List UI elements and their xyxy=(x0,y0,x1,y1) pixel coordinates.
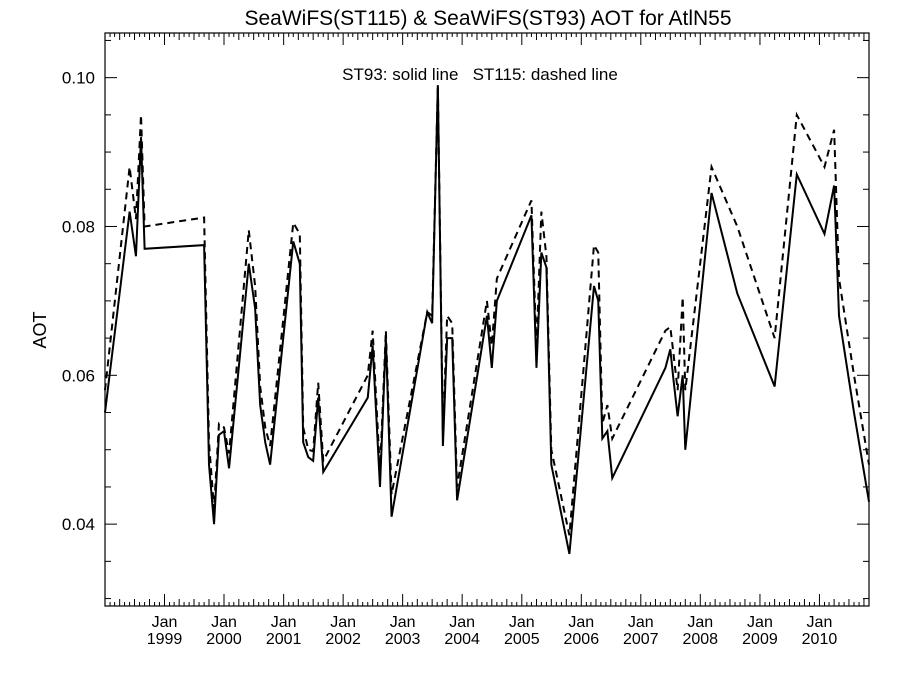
y-tick-label: 0.08 xyxy=(62,217,95,236)
x-tick-label-month: Jan xyxy=(628,614,654,631)
x-tick-label-month: Jan xyxy=(807,614,833,631)
x-tick-label-month: Jan xyxy=(747,614,773,631)
x-tick-labels: Jan1999Jan2000Jan2001Jan2002Jan2003Jan20… xyxy=(147,614,838,648)
y-axis-label: AOT xyxy=(30,311,50,348)
x-tick-label-month: Jan xyxy=(330,614,356,631)
x-tick-label-year: 2006 xyxy=(564,631,600,648)
x-tick-label-year: 2005 xyxy=(504,631,540,648)
x-tick-label-year: 1999 xyxy=(147,631,183,648)
x-tick-label-year: 2003 xyxy=(385,631,421,648)
y-tick-label: 0.06 xyxy=(62,366,95,385)
axis-ticks xyxy=(104,33,870,606)
line-style-annotation: ST93: solid line ST115: dashed line xyxy=(342,65,618,84)
x-tick-label-year: 2001 xyxy=(266,631,302,648)
x-tick-label-month: Jan xyxy=(449,614,475,631)
x-tick-label-year: 2008 xyxy=(682,631,718,648)
x-tick-label-month: Jan xyxy=(152,614,178,631)
y-tick-label: 0.10 xyxy=(62,69,95,88)
x-tick-label-year: 2002 xyxy=(325,631,361,648)
x-tick-label-month: Jan xyxy=(687,614,713,631)
x-tick-label-month: Jan xyxy=(211,614,237,631)
y-tick-label: 0.04 xyxy=(62,515,95,534)
series-lines xyxy=(104,85,870,555)
y-tick-labels: 0.04 0.06 0.08 0.10 xyxy=(62,69,95,534)
series-line-st115 xyxy=(104,85,870,536)
x-tick-label-year: 2007 xyxy=(623,631,659,648)
x-tick-label-month: Jan xyxy=(271,614,297,631)
x-tick-label-year: 2004 xyxy=(444,631,480,648)
x-tick-label-year: 2010 xyxy=(802,631,838,648)
x-tick-label-month: Jan xyxy=(568,614,594,631)
x-tick-label-year: 2000 xyxy=(206,631,242,648)
x-tick-label-month: Jan xyxy=(509,614,535,631)
chart-title: SeaWiFS(ST115) & SeaWiFS(ST93) AOT for A… xyxy=(244,7,731,30)
series-line-st93 xyxy=(104,85,870,555)
x-tick-label-month: Jan xyxy=(390,614,416,631)
x-tick-label-year: 2009 xyxy=(742,631,778,648)
